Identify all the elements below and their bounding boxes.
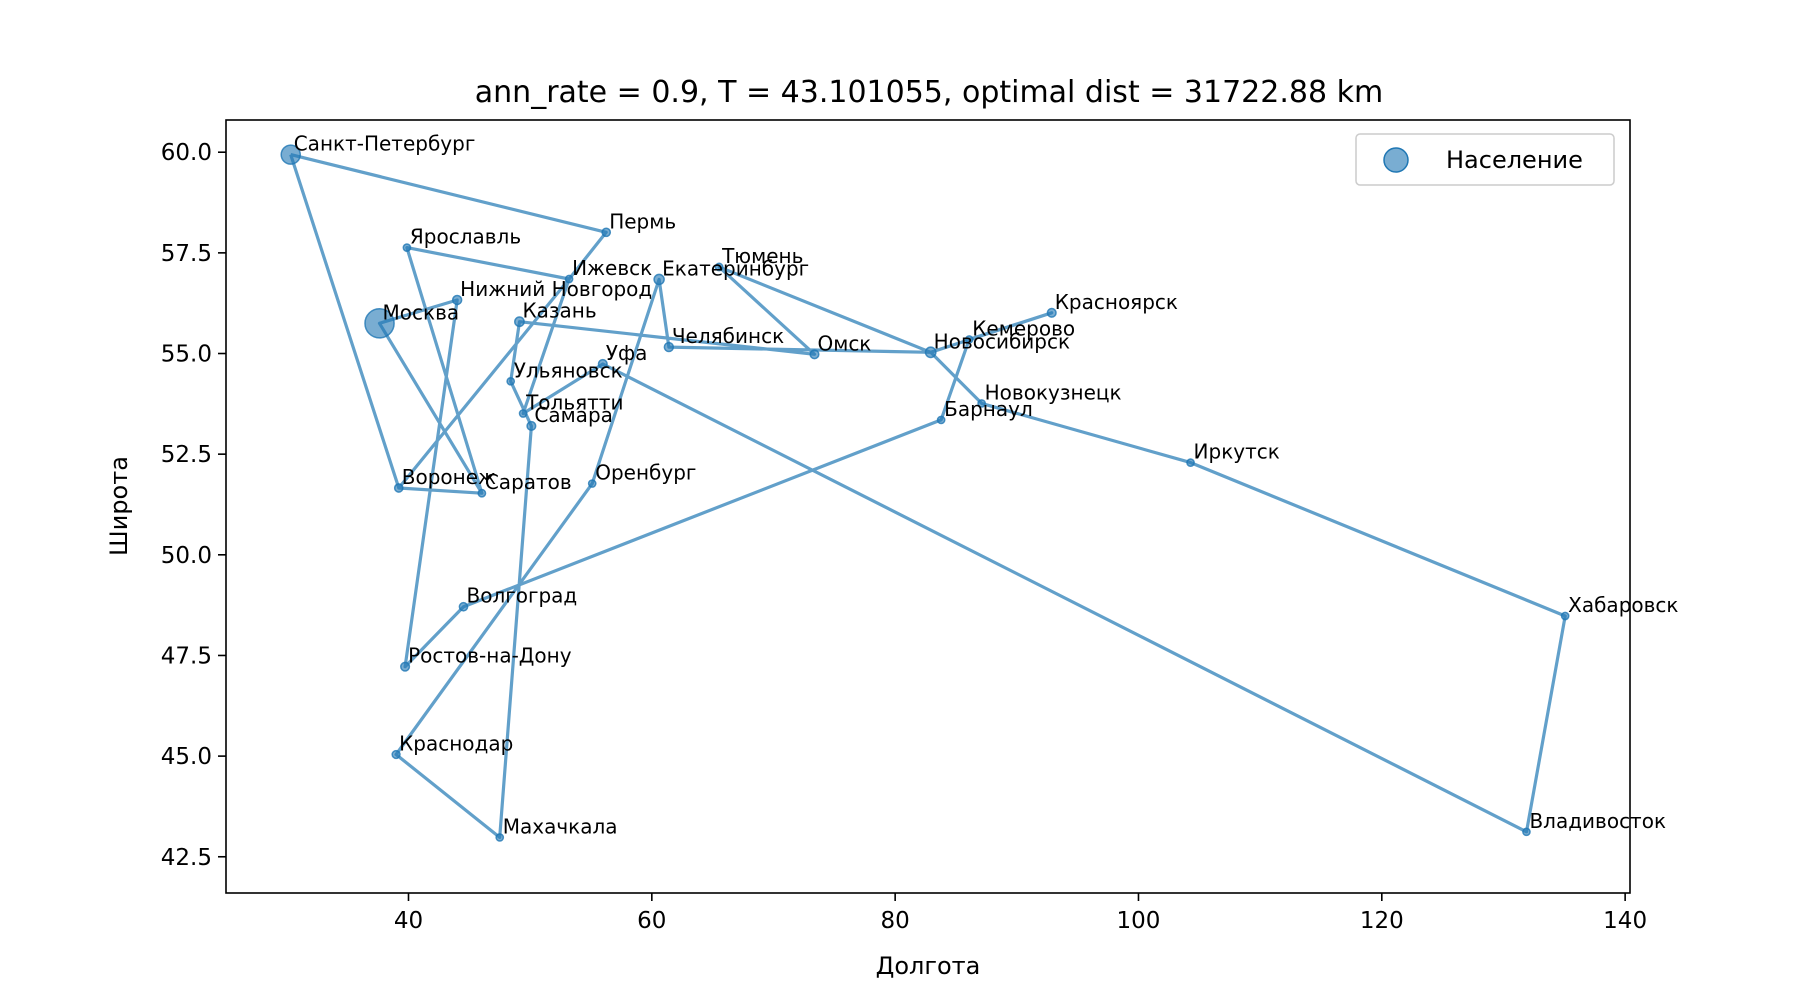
- city-label: Ростов-на-Дону: [408, 644, 572, 668]
- city-point: [1522, 827, 1531, 837]
- y-tick-label: 47.5: [161, 643, 212, 669]
- x-tick-label: 100: [1117, 908, 1161, 934]
- y-axis: 42.5 45.0 47.5 50.0 52.5 55.0 57.5 60.0: [161, 140, 226, 871]
- plot-area: Москва Санкт-Петербург Новосибирск Екатерин…: [280, 132, 1679, 842]
- x-tick-label: 120: [1360, 908, 1404, 934]
- city-point: [601, 227, 612, 238]
- city-label: Красноярск: [1055, 290, 1178, 314]
- x-axis-label: Долгота: [876, 952, 981, 980]
- plot-frame: [225, 119, 1631, 894]
- city-point: [518, 409, 528, 418]
- city-label: Краснодар: [399, 732, 513, 756]
- city-point: [924, 346, 937, 359]
- city-point: [364, 308, 395, 339]
- y-axis-label: Широта: [105, 456, 133, 556]
- city-point: [514, 316, 525, 328]
- y-tick-label: 42.5: [161, 845, 212, 871]
- city-point: [597, 358, 608, 370]
- y-tick-label: 50.0: [161, 543, 212, 569]
- city-label: Ижевск: [572, 256, 652, 280]
- city-label: Челябинск: [672, 324, 784, 348]
- city-label: Ярославль: [410, 225, 521, 249]
- city-label: Махачкала: [503, 814, 618, 838]
- city-label: Уфа: [606, 341, 648, 365]
- city-point: [936, 415, 946, 425]
- x-tick-label: 80: [881, 908, 910, 934]
- y-tick-label: 57.5: [161, 241, 212, 267]
- city-label: Пермь: [609, 209, 676, 233]
- city-label: Санкт-Петербург: [294, 132, 476, 156]
- city-label: Нижний Новгород: [460, 277, 652, 301]
- y-tick-label: 45.0: [161, 744, 212, 770]
- city-label: Новосибирск: [934, 329, 1070, 353]
- city-point: [1186, 458, 1195, 467]
- city-label: Екатеринбург: [662, 256, 809, 280]
- city-label: Новокузнецк: [985, 380, 1122, 404]
- city-label: Тюмень: [721, 244, 803, 268]
- city-label: Омск: [817, 331, 871, 355]
- city-label: Владивосток: [1529, 809, 1666, 833]
- city-label: Тольятти: [525, 390, 623, 414]
- y-tick-label: 52.5: [161, 442, 212, 468]
- city-point: [451, 294, 463, 306]
- city-point: [400, 661, 411, 672]
- city-point: [506, 376, 516, 386]
- x-axis: 40 60 80 100 120 140: [394, 893, 1647, 934]
- city-point: [391, 749, 401, 760]
- city-label: Иркутск: [1194, 440, 1280, 464]
- city-label: Воронеж: [402, 465, 496, 489]
- city-point: [663, 341, 675, 353]
- city-point: [714, 262, 724, 272]
- legend-entry-label: Население: [1446, 146, 1583, 174]
- city-point: [280, 144, 302, 165]
- legend: Население: [1355, 133, 1615, 186]
- x-tick-label: 60: [637, 908, 666, 934]
- city-label: Кемерово: [972, 316, 1075, 340]
- city-point: [1560, 611, 1570, 621]
- x-tick-label: 140: [1603, 908, 1647, 934]
- city-label: Волгоград: [466, 584, 577, 608]
- city-label: Москва: [383, 300, 460, 324]
- city-label: Саратов: [485, 470, 572, 494]
- city-point: [977, 399, 987, 408]
- city-labels: Москва Санкт-Петербург Новосибирск Екатерин…: [294, 132, 1679, 839]
- y-tick-label: 55.0: [161, 342, 212, 368]
- city-label: Ульяновск: [514, 358, 623, 382]
- city-point: [477, 488, 487, 498]
- city-label: Самара: [534, 403, 613, 427]
- x-tick-label: 40: [394, 908, 423, 934]
- legend-marker: [1383, 147, 1409, 173]
- city-point: [526, 420, 537, 432]
- city-point: [1046, 307, 1057, 318]
- city-point: [564, 274, 574, 284]
- city-point: [393, 483, 404, 493]
- city-label: Барнаул: [944, 397, 1033, 421]
- city-point: [653, 273, 665, 286]
- city-point: [809, 349, 820, 360]
- city-points: [280, 144, 1570, 842]
- city-point: [402, 243, 412, 252]
- city-point: [495, 833, 505, 842]
- city-point: [458, 601, 469, 612]
- city-label: Хабаровск: [1568, 593, 1678, 617]
- city-point: [587, 479, 597, 488]
- city-label: Казань: [522, 299, 596, 323]
- city-point: [964, 335, 974, 344]
- city-label: Оренбург: [595, 461, 696, 485]
- legend-box: [1355, 133, 1615, 186]
- chart-title: ann_rate = 0.9, T = 43.101055, optimal d…: [475, 75, 1383, 110]
- y-tick-label: 60.0: [161, 140, 212, 166]
